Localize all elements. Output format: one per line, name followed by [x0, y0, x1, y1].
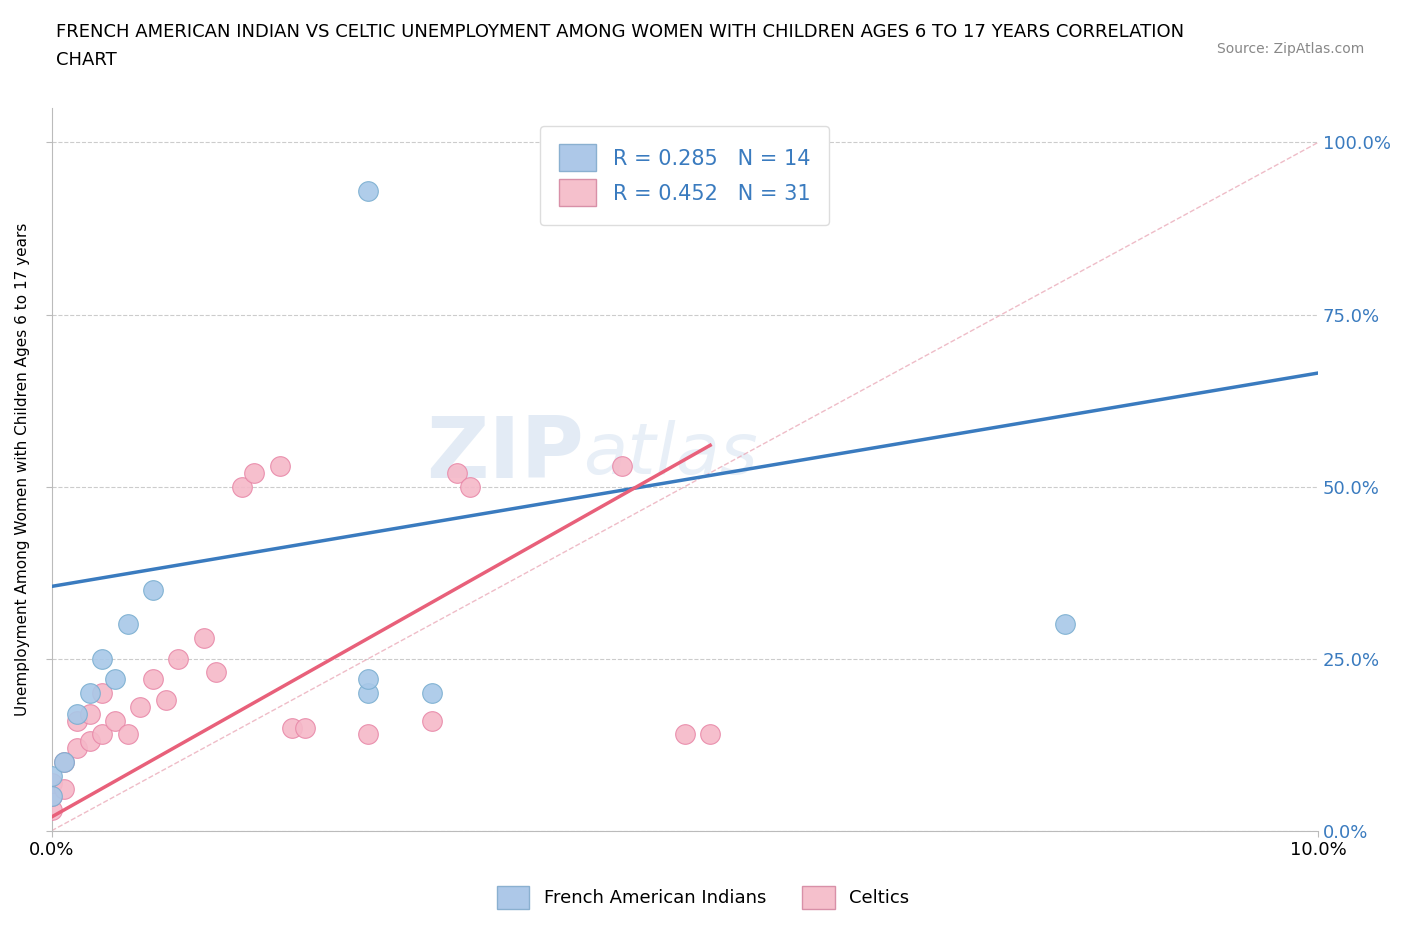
Point: [41, 803, 63, 817]
Point: [91, 685, 114, 700]
Point: [1053, 617, 1076, 631]
Point: [231, 479, 253, 494]
Point: [79, 706, 101, 721]
Point: [243, 465, 266, 480]
Point: [53, 754, 76, 769]
Point: [91, 727, 114, 742]
Point: [66, 713, 89, 728]
Point: [79, 734, 101, 749]
Point: [155, 693, 177, 708]
Point: [66, 740, 89, 755]
Point: [41, 789, 63, 804]
Point: [53, 754, 76, 769]
Point: [699, 727, 721, 742]
Point: [269, 458, 291, 473]
Point: [610, 458, 633, 473]
Point: [117, 727, 139, 742]
Point: [357, 671, 380, 686]
Text: FRENCH AMERICAN INDIAN VS CELTIC UNEMPLOYMENT AMONG WOMEN WITH CHILDREN AGES 6 T: FRENCH AMERICAN INDIAN VS CELTIC UNEMPLO…: [56, 23, 1184, 41]
Point: [41, 776, 63, 790]
Point: [79, 685, 101, 700]
Point: [357, 183, 380, 198]
Legend: French American Indians, Celtics: French American Indians, Celtics: [489, 879, 917, 916]
Point: [117, 617, 139, 631]
Point: [53, 782, 76, 797]
Point: [41, 789, 63, 804]
Point: [104, 671, 127, 686]
Point: [142, 582, 165, 597]
Legend: R = 0.285   N = 14, R = 0.452   N = 31: R = 0.285 N = 14, R = 0.452 N = 31: [540, 126, 830, 225]
Text: atlas: atlas: [583, 420, 758, 489]
Point: [458, 479, 481, 494]
Text: Source: ZipAtlas.com: Source: ZipAtlas.com: [1216, 42, 1364, 56]
Point: [142, 671, 165, 686]
Point: [420, 685, 443, 700]
Point: [446, 465, 468, 480]
Point: [66, 706, 89, 721]
Point: [41, 768, 63, 783]
Point: [281, 720, 304, 735]
Y-axis label: Unemployment Among Women with Children Ages 6 to 17 years: Unemployment Among Women with Children A…: [15, 222, 30, 716]
Point: [420, 713, 443, 728]
Point: [104, 713, 127, 728]
Point: [129, 699, 152, 714]
Point: [193, 631, 215, 645]
Text: CHART: CHART: [56, 51, 117, 69]
Point: [205, 665, 228, 680]
Point: [357, 727, 380, 742]
Point: [167, 651, 190, 666]
Point: [357, 685, 380, 700]
Point: [91, 651, 114, 666]
Point: [673, 727, 696, 742]
Text: ZIP: ZIP: [426, 414, 583, 497]
Point: [294, 720, 316, 735]
